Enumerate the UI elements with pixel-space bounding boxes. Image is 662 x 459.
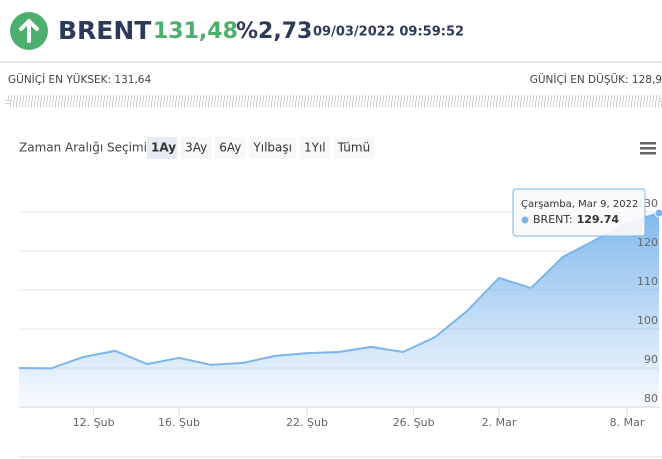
range-button-bg [249, 137, 296, 159]
hover-point [654, 208, 662, 218]
datetime: 09/03/2022 09:59:52 [313, 25, 464, 40]
range-button-bg [147, 137, 178, 159]
range-button[interactable]: 3Ay [181, 137, 212, 159]
up-arrow [19, 19, 39, 43]
x-tick-label: 8. Mar [610, 416, 645, 429]
range-button-label: 6Ay [219, 141, 241, 155]
range-button-label: 1Yıl [304, 141, 326, 155]
y-tick-label: 110 [637, 275, 658, 288]
range-button-bg [299, 137, 330, 159]
range-button-bg [333, 137, 375, 159]
range-button[interactable]: Yılbaşı [249, 137, 296, 159]
range-button[interactable]: 1Yıl [299, 137, 330, 159]
menu-icon[interactable] [640, 142, 656, 155]
tooltip-value: 129.74 [577, 213, 620, 226]
range-button[interactable]: 1Ay [147, 137, 178, 159]
menu-bar [640, 152, 656, 155]
range-button-bg [215, 137, 246, 159]
tooltip-date: Çarşamba, Mar 9, 2022 [521, 199, 638, 210]
x-tick-label: 22. Şub [286, 416, 328, 429]
tooltip-box [512, 188, 646, 237]
range-button-bg [181, 137, 212, 159]
x-tick-label: 16. Şub [158, 416, 200, 429]
range-selector: Zaman Aralığı Seçimi 1Ay 3Ay 6Ay Yılbaşı 1Yı… [19, 137, 375, 159]
y-tick-label: 80 [644, 392, 658, 405]
range-button-label: Tümü [337, 141, 371, 155]
y-tick-label: 90 [644, 353, 658, 366]
range-label: Zaman Aralığı Seçimi [19, 141, 147, 155]
change: %2,73 [236, 19, 312, 44]
area-fill [19, 213, 659, 407]
x-tick-label: 2. Mar [482, 416, 517, 429]
x-tick-label: 26. Şub [393, 416, 435, 429]
range-button[interactable]: 6Ay [215, 137, 246, 159]
symbol: BRENT [58, 16, 151, 45]
y-tick-label: 100 [637, 314, 658, 327]
price: 131,48 [153, 19, 238, 44]
range-button-label: Yılbaşı [252, 141, 292, 155]
menu-bar [640, 142, 656, 145]
tooltip-label: BRENT: [533, 213, 573, 226]
range-button[interactable]: Tümü [333, 137, 375, 159]
x-tick-label: 12. Şub [73, 416, 115, 429]
range-button-label: 3Ay [185, 141, 207, 155]
day-high: GÜNİÇİ EN YÜKSEK: 131,64 [8, 73, 151, 86]
y-tick-label: 120 [637, 236, 658, 249]
menu-bar [640, 147, 656, 150]
tooltip-dot [521, 216, 529, 224]
range-button-label: 1Ay [151, 141, 176, 155]
line [18, 212, 660, 370]
dotted-band [5, 95, 662, 107]
day-low: GÜNİÇİ EN DÜŞÜK: 128,9 [530, 73, 662, 86]
tooltip: Çarşamba, Mar 9, 2022 BRENT: 129.74 [512, 188, 646, 237]
header: BRENT 131,48 %2,73 09/03/2022 09:59:52 G… [0, 12, 662, 107]
